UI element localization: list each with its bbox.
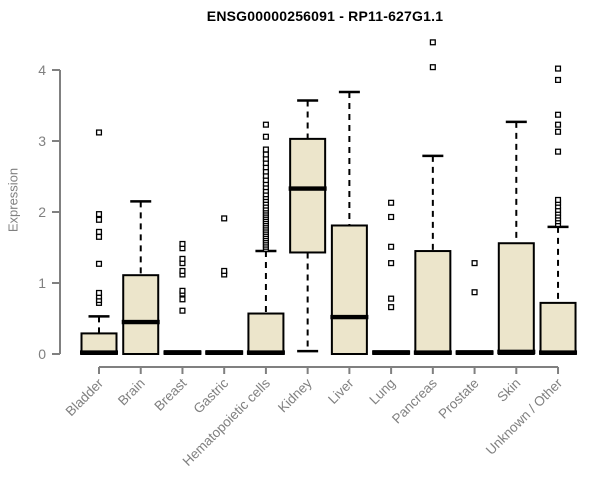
median-line	[497, 349, 536, 355]
outlier-point	[179, 267, 186, 274]
outlier-point	[221, 215, 228, 222]
iqr-box	[247, 312, 285, 355]
outlier-point	[95, 216, 103, 223]
median-line	[80, 350, 118, 355]
outlier-point	[221, 267, 228, 274]
median-line	[372, 350, 411, 355]
box-hematopoietic-cells	[246, 121, 285, 355]
outlier-point	[554, 128, 562, 135]
outlier-point	[429, 64, 436, 71]
x-category-label-breast: Breast	[151, 375, 189, 413]
box-bladder	[80, 129, 118, 356]
outlier-point	[471, 289, 478, 296]
outlier-point	[95, 211, 103, 218]
outlier-point	[554, 148, 562, 155]
median-line	[121, 319, 160, 325]
median-line	[455, 350, 494, 355]
outlier-point	[95, 289, 103, 296]
outlier-point	[262, 121, 269, 128]
y-tick-label: 1	[38, 275, 46, 291]
outlier-point	[388, 243, 395, 250]
median-line	[413, 350, 452, 355]
box-skin	[497, 120, 536, 356]
y-tick-label: 4	[38, 62, 46, 78]
box-liver	[330, 90, 369, 355]
x-category-label-prostate: Prostate	[436, 376, 482, 422]
x-category-label-skin: Skin	[494, 376, 523, 405]
median-line	[246, 350, 285, 355]
median-line	[205, 350, 244, 355]
x-category-label-gastric: Gastric	[190, 375, 231, 416]
outlier-point	[95, 129, 103, 136]
outlier-point	[95, 228, 103, 235]
iqr-box	[539, 301, 577, 356]
outlier-point	[262, 146, 269, 153]
outlier-point	[388, 199, 395, 206]
iqr-box	[122, 274, 160, 355]
median-line	[163, 350, 202, 355]
box-lung	[372, 199, 411, 356]
box-pancreas	[413, 39, 452, 355]
x-category-label-kidney: Kidney	[275, 375, 315, 415]
median-line	[288, 186, 327, 191]
outlier-point	[388, 213, 395, 221]
x-category-label-lung: Lung	[366, 376, 398, 408]
outlier-point	[388, 304, 395, 311]
box-unknown-other	[539, 65, 578, 356]
outlier-point	[95, 260, 103, 267]
chart-title: ENSG00000256091 - RP11-627G1.1	[206, 8, 444, 24]
box-breast	[163, 240, 202, 356]
y-axis: 0 1 2 3 4	[38, 62, 61, 362]
outlier-point	[554, 76, 562, 83]
outlier-point	[429, 39, 436, 46]
box-kidney	[288, 99, 327, 353]
outlier-point	[179, 255, 186, 262]
outlier-point	[179, 307, 186, 314]
outlier-point	[554, 121, 562, 128]
median-line	[330, 314, 369, 320]
outlier-point	[262, 133, 269, 140]
box-prostate	[455, 260, 494, 356]
outlier-point	[554, 65, 562, 72]
outlier-point	[554, 111, 562, 118]
y-tick-label: 0	[38, 346, 46, 362]
box-gastric	[205, 215, 244, 356]
outlier-point	[179, 296, 186, 303]
outlier-point	[179, 240, 186, 248]
x-category-label-pancreas: Pancreas	[389, 375, 440, 426]
outlier-point	[554, 196, 562, 203]
x-category-label-unknown-other: Unknown / Other	[483, 375, 566, 458]
outlier-point	[471, 260, 478, 267]
outlier-point	[388, 295, 395, 302]
iqr-box	[330, 224, 368, 355]
x-category-label-liver: Liver	[325, 375, 357, 407]
iqr-box	[289, 137, 327, 254]
x-category-label-bladder: Bladder	[63, 375, 107, 419]
y-tick-label: 2	[38, 204, 46, 220]
outlier-point	[262, 151, 269, 158]
iqr-box	[414, 250, 452, 355]
median-line	[539, 350, 578, 355]
outlier-point	[95, 233, 103, 240]
box-brain	[121, 200, 160, 355]
outlier-point	[179, 287, 186, 294]
y-tick-label: 3	[38, 133, 46, 149]
iqr-box	[497, 242, 535, 356]
outlier-point	[388, 260, 395, 267]
x-category-label-brain: Brain	[115, 376, 148, 409]
